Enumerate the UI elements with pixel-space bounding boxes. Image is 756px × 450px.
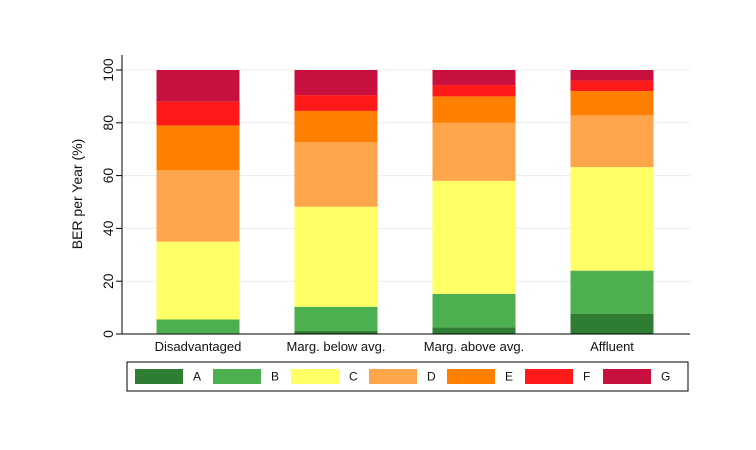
- y-tick-label-80: 80: [100, 115, 116, 131]
- legend-items: A B C D E F G: [135, 369, 670, 384]
- bar-E-4: [570, 91, 654, 116]
- x-category-label-3: Marg. above avg.: [424, 339, 524, 354]
- y-tick-label-60: 60: [100, 168, 116, 184]
- bar-D-3: [432, 122, 516, 181]
- legend-label-A: A: [193, 370, 201, 384]
- x-category-label-2: Marg. below avg.: [287, 339, 386, 354]
- legend-swatch-D: [369, 369, 417, 384]
- legend-label-C: C: [349, 370, 358, 384]
- legend-label-F: F: [583, 370, 590, 384]
- bar-B-4: [570, 270, 654, 314]
- bar-F-2: [294, 95, 378, 111]
- legend-swatch-C: [291, 369, 339, 384]
- legend-swatch-G: [603, 369, 651, 384]
- bar-A-2: [294, 330, 378, 334]
- y-tick-label-100: 100: [100, 58, 116, 82]
- legend: A B C D E F G: [126, 361, 689, 392]
- legend-label-B: B: [271, 370, 279, 384]
- bar-D-2: [294, 142, 378, 207]
- legend-swatch-E: [447, 369, 495, 384]
- bar-E-1: [156, 125, 240, 171]
- bar-G-4: [570, 70, 654, 81]
- y-tick-label-0: 0: [100, 330, 116, 338]
- bar-B-3: [432, 293, 516, 328]
- bar-C-4: [570, 167, 654, 271]
- bar-F-3: [432, 85, 516, 97]
- legend-swatch-F: [525, 369, 573, 384]
- y-axis-label: BER per Year (%): [69, 139, 85, 250]
- category-label-layer: Disadvantaged Marg. below avg. Marg. above…: [155, 339, 635, 354]
- bar-F-4: [570, 80, 654, 92]
- bar-A-3: [432, 327, 516, 334]
- bar-B-2: [294, 306, 378, 331]
- x-category-label-1: Disadvantaged: [155, 339, 242, 354]
- legend-swatch-B: [213, 369, 261, 384]
- legend-label-D: D: [427, 370, 436, 384]
- bar-C-3: [432, 180, 516, 294]
- bar-B-1: [156, 319, 240, 334]
- bar-F-1: [156, 101, 240, 126]
- bar-D-4: [570, 115, 654, 168]
- bar-G-3: [432, 70, 516, 86]
- bar-E-3: [432, 96, 516, 123]
- bar-D-1: [156, 170, 240, 242]
- bar-G-2: [294, 70, 378, 96]
- y-tick-label-20: 20: [100, 273, 116, 289]
- bar-G-1: [156, 70, 240, 102]
- x-category-label-4: Affluent: [590, 339, 634, 354]
- bar-C-1: [156, 241, 240, 320]
- legend-label-G: G: [661, 370, 670, 384]
- bar-C-2: [294, 206, 378, 307]
- y-tick-label-40: 40: [100, 220, 116, 236]
- bar-A-4: [570, 313, 654, 334]
- bar-E-2: [294, 110, 378, 143]
- legend-swatch-A: [135, 369, 183, 384]
- legend-label-E: E: [505, 370, 513, 384]
- bar-layer: [156, 70, 654, 334]
- y-tick-layer: 0 20 40 60 80 100: [100, 58, 122, 338]
